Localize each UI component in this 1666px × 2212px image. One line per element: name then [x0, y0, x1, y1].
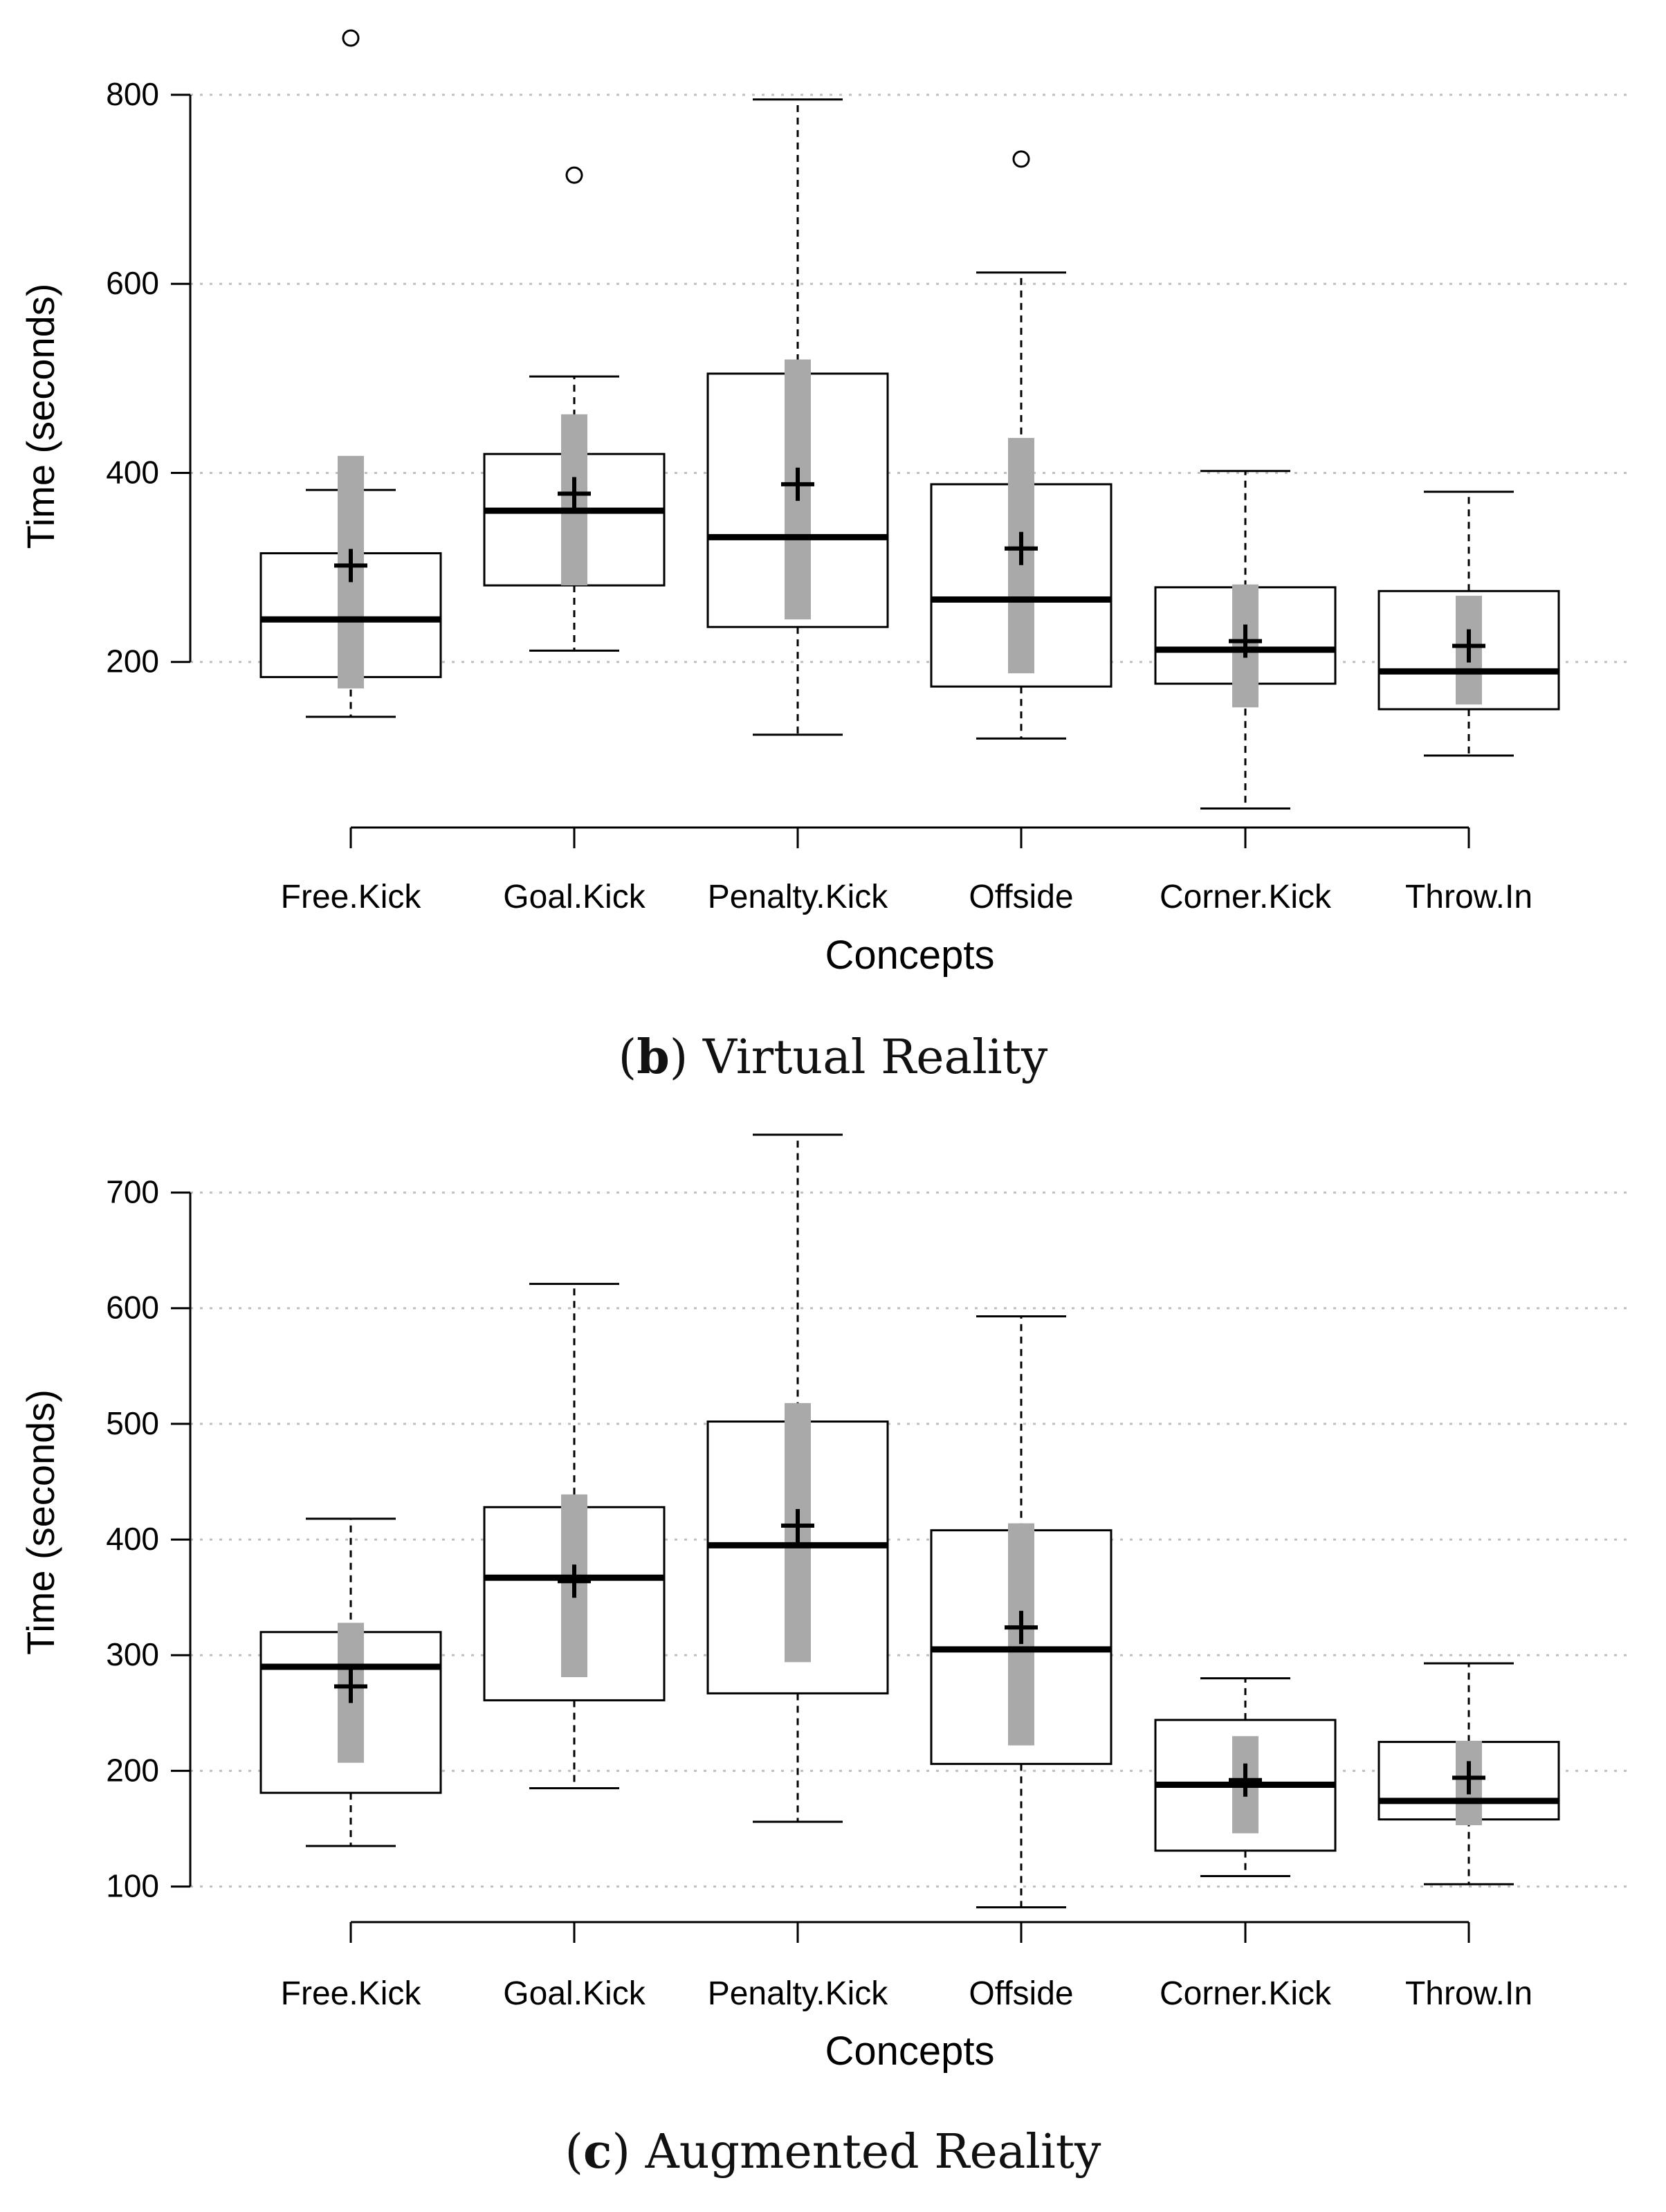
y-tick-label: 700 — [106, 1174, 159, 1210]
outlier-point — [1012, 150, 1030, 168]
x-tick-label: Goal.Kick — [503, 1975, 646, 2012]
box-goal-kick — [483, 166, 666, 652]
y-axis-label: Time (seconds) — [19, 284, 62, 549]
y-axis-label: Time (seconds) — [19, 1389, 62, 1655]
x-tick-label: Corner.Kick — [1160, 879, 1332, 915]
panel-augmented-reality: 100 200 300 400 500 600 700 Time (seconds) Free.… — [19, 1133, 1633, 2074]
x-tick-label: Throw.In — [1405, 879, 1532, 915]
y-tick-label: 600 — [106, 1290, 159, 1326]
box-free-kick — [259, 1517, 442, 1847]
x-tick-label: Corner.Kick — [1160, 1975, 1332, 2012]
caption-letter: c — [583, 2124, 612, 2179]
outlier-point — [342, 29, 360, 47]
y-tick-label: 500 — [106, 1405, 159, 1441]
x-tick-label: Throw.In — [1405, 1975, 1532, 2012]
y-tick-label: 100 — [106, 1868, 159, 1904]
y-tick-label: 600 — [106, 265, 159, 301]
box-corner-kick — [1154, 1677, 1337, 1878]
x-tick-label: Free.Kick — [281, 879, 422, 915]
y-tick-label: 400 — [106, 1521, 159, 1557]
y-tick-label: 400 — [106, 454, 159, 490]
x-tick-label: Penalty.Kick — [708, 1975, 889, 2012]
box-offside — [930, 1315, 1113, 1909]
panel-virtual-reality: 200 400 600 800 Time (seconds) Free.Kick Goal.… — [19, 29, 1633, 978]
box-offside — [930, 150, 1113, 740]
y-tick-label: 200 — [106, 643, 159, 679]
x-tick-label: Offside — [969, 879, 1073, 915]
caption-augmented-reality: (c) Augmented Reality — [565, 2124, 1101, 2179]
x-tick-label: Offside — [969, 1975, 1073, 2012]
box-throw-in — [1377, 1662, 1560, 1885]
box-free-kick — [259, 29, 442, 718]
y-tick-label: 200 — [106, 1752, 159, 1788]
caption-text: Virtual Reality — [702, 1030, 1048, 1085]
box-goal-kick — [483, 1283, 666, 1789]
caption-text: Augmented Reality — [645, 2125, 1101, 2179]
box-penalty-kick — [706, 1133, 889, 1823]
caption-letter: b — [637, 1030, 670, 1085]
x-axis-label: Concepts — [825, 933, 994, 978]
box-corner-kick — [1154, 470, 1337, 810]
x-axis-label: Concepts — [825, 2029, 994, 2074]
x-tick-label: Free.Kick — [281, 1975, 422, 2012]
x-tick-label: Goal.Kick — [503, 879, 646, 915]
caption-virtual-reality: (b) Virtual Reality — [618, 1030, 1048, 1085]
y-tick-label: 800 — [106, 76, 159, 112]
outlier-point — [565, 166, 583, 184]
box-throw-in — [1377, 491, 1560, 757]
x-tick-label: Penalty.Kick — [708, 879, 889, 915]
y-tick-label: 300 — [106, 1636, 159, 1672]
box-penalty-kick — [706, 98, 889, 736]
